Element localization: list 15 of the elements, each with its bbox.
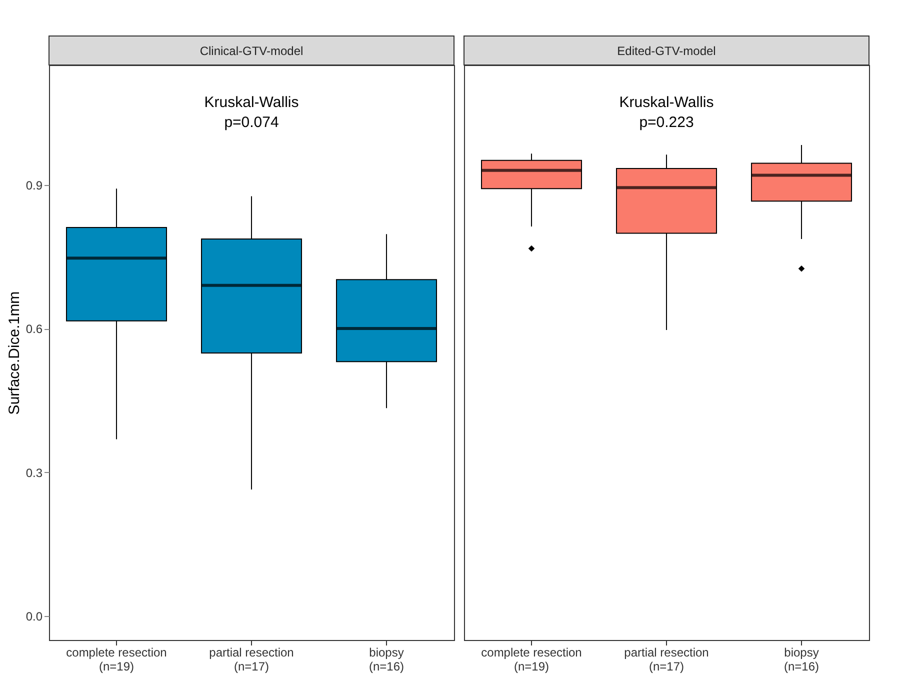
- annotation: Kruskal-Wallis p=0.074: [204, 94, 299, 131]
- y-axis-title: Surface.Dice.1mm: [6, 291, 23, 415]
- annotation: Kruskal-Wallis p=0.223: [619, 94, 714, 131]
- chart-title: Clinical-GTV-model: [200, 44, 304, 58]
- x-tick-label: biopsy (n=16): [368, 646, 404, 674]
- y-tick-label: 0.6: [26, 322, 43, 336]
- y-tick-label: 0.0: [26, 610, 43, 624]
- x-tick-label: partial resection (n=17): [209, 646, 294, 674]
- x-tick-label: complete resection (n=19): [66, 646, 167, 674]
- x-tick-label: complete resection (n=19): [481, 646, 582, 674]
- x-tick-label: partial resection (n=17): [624, 646, 709, 674]
- x-tick-label: biopsy (n=16): [784, 646, 820, 674]
- y-tick-label: 0.3: [26, 466, 43, 480]
- chart-title: Edited-GTV-model: [617, 44, 716, 58]
- y-tick-label: 0.9: [26, 178, 43, 192]
